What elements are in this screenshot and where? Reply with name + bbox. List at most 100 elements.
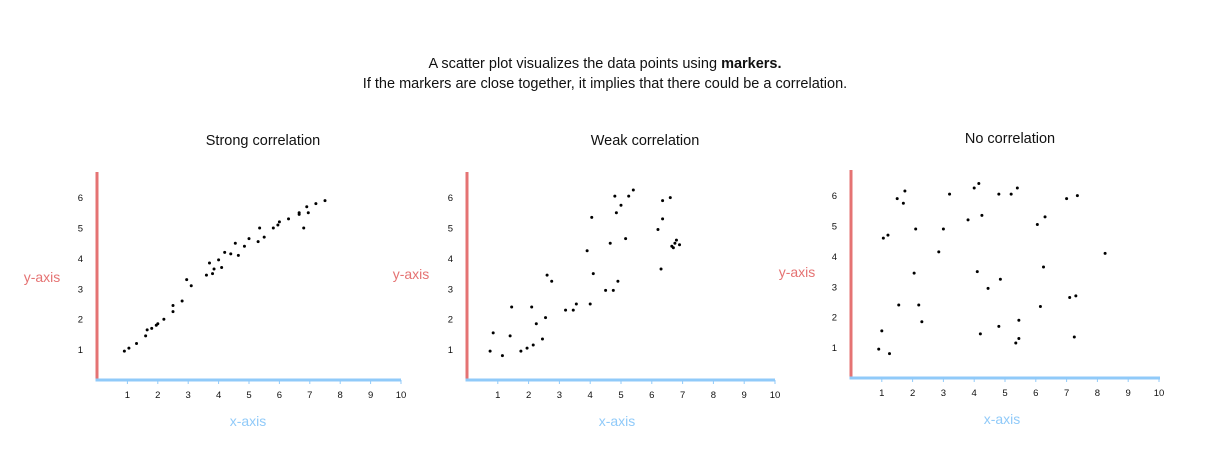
chart-3-y-tick-label-2: 2 xyxy=(832,313,837,324)
chart-1-x-tick-label-8: 8 xyxy=(338,390,343,401)
chart-2-y-tick-label-6: 6 xyxy=(448,193,453,204)
chart-2-point-39 xyxy=(673,241,677,245)
chart-1-point-23 xyxy=(233,241,237,245)
chart-1-point-28 xyxy=(258,226,262,230)
chart-2-y-tick-label-4: 4 xyxy=(448,254,453,265)
chart-1-y-tick-label-5: 5 xyxy=(78,224,83,235)
chart-1-point-35 xyxy=(297,211,301,215)
chart-1-x-tick-label-5: 5 xyxy=(246,390,251,401)
chart-2-point-15 xyxy=(564,308,568,312)
chart-3-point-26 xyxy=(998,277,1002,281)
chart-3-point-6 xyxy=(895,197,899,201)
chart-1-point-19 xyxy=(217,258,221,262)
chart-3-point-40 xyxy=(1075,194,1079,198)
chart-2-x-tick-label-10: 10 xyxy=(770,390,781,401)
chart-2-point-9 xyxy=(531,343,535,347)
chart-3-point-28 xyxy=(1014,341,1018,345)
chart-3: No correlation 1 2 3 4 5 6 7 8 9 10 1 2 3 4 5 6 y-axis x-a… xyxy=(779,131,1165,427)
chart-3-point-3 xyxy=(881,236,885,240)
chart-3-point-35 xyxy=(1043,215,1047,219)
chart-3-point-23 xyxy=(986,286,990,290)
chart-2-point-20 xyxy=(590,215,594,219)
chart-2-y-tick-label-5: 5 xyxy=(448,224,453,235)
chart-1-point-31 xyxy=(276,223,280,227)
chart-3-y-axis-label: y-axis xyxy=(779,264,816,280)
chart-3-y-tick-label-3: 3 xyxy=(832,282,837,293)
chart-3-point-17 xyxy=(966,218,970,222)
chart-1-point-30 xyxy=(271,226,275,230)
chart-3-x-tick-label-5: 5 xyxy=(1002,388,1007,399)
chart-2-x-tick-label-5: 5 xyxy=(618,390,623,401)
chart-2-point-7 xyxy=(525,346,529,350)
chart-3-point-30 xyxy=(1017,336,1021,340)
chart-3-point-21 xyxy=(978,332,982,336)
chart-1-y-tick-label-6: 6 xyxy=(78,193,83,204)
chart-3-point-15 xyxy=(941,227,945,231)
chart-3-point-19 xyxy=(975,270,979,274)
chart-1-point-2 xyxy=(127,346,131,350)
chart-3-point-14 xyxy=(937,250,941,254)
chart-1-x-tick-label-9: 9 xyxy=(368,390,373,401)
chart-1-y-tick-label-3: 3 xyxy=(78,284,83,295)
chart-2-point-32 xyxy=(656,228,660,232)
chart-2-x-axis-label: x-axis xyxy=(599,413,636,429)
chart-3-title: No correlation xyxy=(965,131,1055,147)
chart-3-point-13 xyxy=(920,320,924,324)
chart-3-point-10 xyxy=(912,271,916,275)
chart-3-point-11 xyxy=(914,227,918,231)
chart-3-y-tick-label-4: 4 xyxy=(832,252,837,263)
intro-line-1-bold: markers. xyxy=(721,56,782,72)
chart-3-x-tick-label-3: 3 xyxy=(941,388,946,399)
chart-2-point-33 xyxy=(659,267,663,271)
chart-1-point-20 xyxy=(220,266,224,270)
chart-1-point-11 xyxy=(171,304,175,308)
chart-2-point-18 xyxy=(585,249,589,253)
chart-2-point-21 xyxy=(591,272,595,276)
chart-1-y-tick-label-2: 2 xyxy=(78,315,83,326)
chart-1-x-tick-label-4: 4 xyxy=(216,390,221,401)
chart-3-y-tick-label-6: 6 xyxy=(832,191,837,202)
chart-1: Strong correlation 1 2 3 4 5 6 7 8 9 10 1 2 3 4 5 6 y-axi… xyxy=(24,133,407,429)
chart-1-point-13 xyxy=(185,278,189,282)
chart-3-x-axis-label: x-axis xyxy=(984,411,1021,427)
chart-1-point-9 xyxy=(162,317,166,321)
chart-1-point-16 xyxy=(207,261,211,265)
chart-3-y-tick-label-1: 1 xyxy=(832,343,837,354)
chart-2-point-25 xyxy=(613,194,617,198)
chart-1-point-29 xyxy=(262,235,266,239)
chart-2-point-22 xyxy=(604,288,608,292)
chart-3-y-tick-label-5: 5 xyxy=(832,222,837,233)
chart-3-x-tick-label-10: 10 xyxy=(1154,388,1165,399)
chart-3-x-tick-label-7: 7 xyxy=(1064,388,1069,399)
chart-3-point-24 xyxy=(997,324,1001,328)
chart-2-point-24 xyxy=(611,288,615,292)
chart-2-y-tick-label-1: 1 xyxy=(448,345,453,356)
chart-2-point-28 xyxy=(619,203,623,207)
chart-2-point-38 xyxy=(671,246,675,250)
chart-3-point-2 xyxy=(880,329,884,333)
chart-1-y-axis-label: y-axis xyxy=(24,269,61,285)
chart-1-point-1 xyxy=(122,349,126,353)
chart-2-y-axis-label: y-axis xyxy=(393,266,430,282)
chart-2-y-tick-label-2: 2 xyxy=(448,315,453,326)
chart-3-point-12 xyxy=(917,303,921,307)
chart-1-x-tick-label-2: 2 xyxy=(155,390,160,401)
chart-2-point-40 xyxy=(674,238,678,242)
chart-2-point-34 xyxy=(661,199,665,203)
chart-2-point-3 xyxy=(500,354,504,358)
chart-2-x-tick-label-8: 8 xyxy=(711,390,716,401)
chart-1-point-21 xyxy=(223,250,227,254)
chart-1-point-22 xyxy=(229,252,233,256)
chart-3-point-1 xyxy=(877,347,881,351)
chart-3-x-tick-label-8: 8 xyxy=(1095,388,1100,399)
chart-2-y-tick-label-3: 3 xyxy=(448,284,453,295)
chart-3-point-27 xyxy=(1009,192,1013,196)
chart-1-x-tick-label-1: 1 xyxy=(125,390,130,401)
chart-2-point-2 xyxy=(491,331,495,335)
chart-1-point-18 xyxy=(212,267,216,271)
chart-3-point-29 xyxy=(1015,186,1019,190)
chart-3-point-8 xyxy=(901,201,905,205)
chart-1-point-17 xyxy=(211,272,215,276)
chart-3-x-tick-label-6: 6 xyxy=(1033,388,1038,399)
